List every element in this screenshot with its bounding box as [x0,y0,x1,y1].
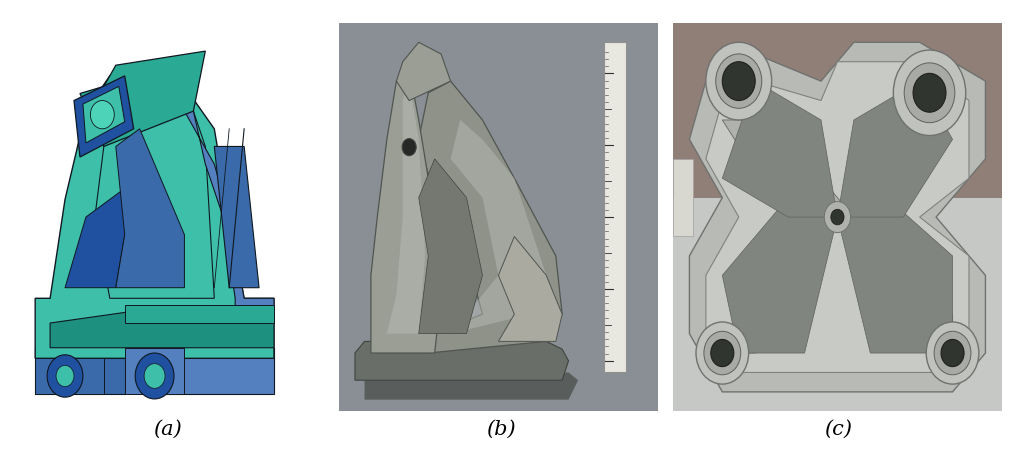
Polygon shape [214,146,259,288]
FancyBboxPatch shape [672,23,1001,411]
Circle shape [722,62,754,101]
Polygon shape [355,341,568,380]
Circle shape [912,74,945,112]
Polygon shape [386,81,425,334]
Circle shape [710,340,733,367]
Polygon shape [80,51,205,146]
Polygon shape [95,111,214,298]
Circle shape [696,322,748,384]
Polygon shape [396,43,450,101]
Polygon shape [722,120,951,353]
Circle shape [401,138,416,156]
Polygon shape [722,198,837,353]
Polygon shape [450,120,546,334]
Polygon shape [51,313,274,348]
Polygon shape [706,62,969,372]
Polygon shape [115,129,184,288]
Circle shape [56,366,74,387]
Polygon shape [419,81,562,353]
Polygon shape [124,348,184,393]
Polygon shape [371,69,441,353]
Text: (b): (b) [485,420,516,439]
Circle shape [925,322,978,384]
FancyBboxPatch shape [339,23,657,411]
Circle shape [704,331,740,375]
Circle shape [715,54,761,108]
Polygon shape [722,120,951,353]
Circle shape [144,364,165,388]
Circle shape [706,43,770,120]
Text: (c): (c) [823,420,851,439]
Polygon shape [35,348,124,393]
Polygon shape [672,23,1001,198]
Circle shape [893,50,964,136]
Polygon shape [364,372,577,399]
Text: (a): (a) [153,420,181,439]
Polygon shape [184,111,274,323]
Circle shape [135,353,174,399]
Circle shape [823,202,849,233]
Circle shape [903,63,954,122]
FancyBboxPatch shape [672,159,692,237]
Polygon shape [155,348,274,393]
Polygon shape [35,65,274,358]
Polygon shape [498,237,562,341]
Polygon shape [688,43,985,392]
Circle shape [940,340,963,367]
Polygon shape [74,76,133,157]
Polygon shape [124,305,274,323]
Polygon shape [65,182,133,288]
Circle shape [48,355,83,397]
Polygon shape [35,358,104,393]
Circle shape [933,331,970,375]
FancyBboxPatch shape [603,43,626,372]
Polygon shape [722,81,837,217]
Circle shape [90,101,114,129]
Polygon shape [837,81,951,217]
Polygon shape [419,159,482,334]
Circle shape [830,209,843,225]
Polygon shape [83,86,124,143]
Polygon shape [837,198,951,353]
